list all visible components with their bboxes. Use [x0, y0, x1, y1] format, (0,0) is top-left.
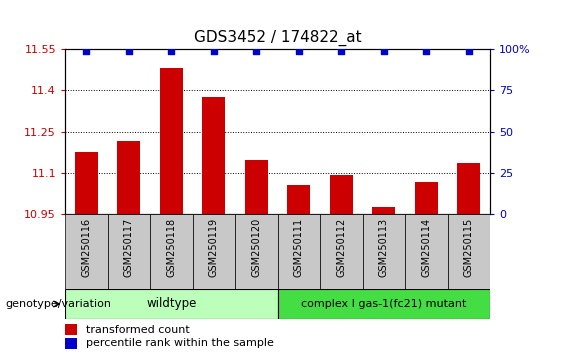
Bar [277, 214, 320, 289]
Bar [150, 214, 193, 289]
Bar [277, 289, 490, 319]
Text: GSM250119: GSM250119 [208, 218, 219, 277]
Bar [415, 182, 438, 214]
Point [464, 48, 473, 53]
Title: GDS3452 / 174822_at: GDS3452 / 174822_at [194, 30, 361, 46]
Point [82, 48, 91, 53]
Bar [193, 214, 235, 289]
Bar [75, 152, 98, 214]
Point [124, 48, 133, 53]
Text: percentile rank within the sample: percentile rank within the sample [86, 338, 273, 348]
Text: GSM250120: GSM250120 [251, 218, 261, 277]
Point [379, 48, 388, 53]
Text: GSM250112: GSM250112 [336, 218, 346, 277]
Bar [65, 289, 277, 319]
Bar [372, 207, 396, 214]
Bar [65, 214, 107, 289]
Bar [363, 214, 405, 289]
Text: GSM250116: GSM250116 [81, 218, 92, 277]
Point [337, 48, 346, 53]
Text: GSM250111: GSM250111 [294, 218, 304, 277]
Bar [457, 163, 480, 214]
Bar [320, 214, 363, 289]
Text: GSM250113: GSM250113 [379, 218, 389, 277]
Point [252, 48, 261, 53]
Text: GSM250115: GSM250115 [464, 218, 473, 277]
Point [421, 48, 431, 53]
Bar [65, 338, 77, 349]
Text: GSM250114: GSM250114 [421, 218, 431, 277]
Bar [329, 176, 353, 214]
Point [167, 48, 176, 53]
Text: complex I gas-1(fc21) mutant: complex I gas-1(fc21) mutant [301, 299, 467, 309]
Bar [235, 214, 277, 289]
Point [294, 48, 303, 53]
Bar [65, 324, 77, 335]
Bar [202, 97, 225, 214]
Text: transformed count: transformed count [86, 325, 190, 335]
Bar [287, 185, 310, 214]
Text: wildtype: wildtype [146, 297, 197, 310]
Text: genotype/variation: genotype/variation [6, 299, 112, 309]
Text: GSM250118: GSM250118 [166, 218, 176, 277]
Bar [159, 68, 183, 214]
Bar [405, 214, 447, 289]
Bar [107, 214, 150, 289]
Text: GSM250117: GSM250117 [124, 218, 134, 277]
Bar [117, 141, 141, 214]
Bar [447, 214, 490, 289]
Point [209, 48, 218, 53]
Bar [245, 160, 268, 214]
